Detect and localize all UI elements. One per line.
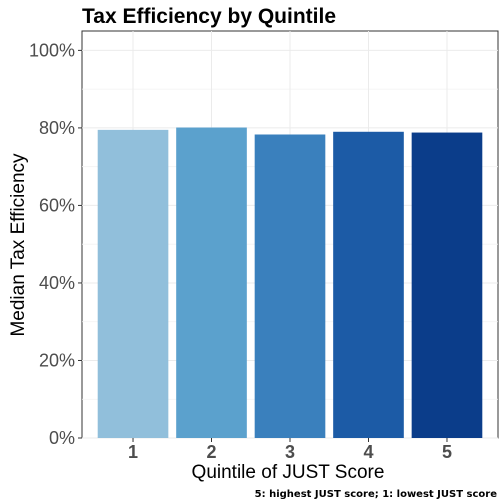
y-axis-title: Median Tax Efficiency — [8, 153, 29, 337]
x-axis: 1 2 3 4 5 — [128, 438, 452, 462]
y-tick-label: 40% — [39, 273, 75, 293]
x-axis-title: Quintile of JUST Score — [192, 462, 385, 483]
x-tick-label: 3 — [285, 442, 295, 462]
bar-quintile-5 — [411, 132, 483, 438]
y-tick-label: 80% — [39, 118, 75, 138]
chart-title: Tax Efficiency by Quintile — [82, 5, 336, 28]
bar-quintile-1 — [97, 129, 169, 439]
bars — [97, 127, 483, 439]
x-tick-label: 5 — [442, 442, 452, 462]
bar-quintile-3 — [254, 134, 326, 438]
y-axis: 0% 20% 40% 60% 80% 100% — [29, 40, 82, 448]
y-tick-label: 0% — [49, 428, 75, 448]
x-tick-label: 4 — [363, 442, 373, 462]
bar-quintile-4 — [333, 131, 404, 438]
x-tick-label: 2 — [207, 442, 217, 462]
y-tick-label: 60% — [39, 195, 75, 215]
y-tick-label: 100% — [29, 40, 75, 60]
bar-quintile-2 — [176, 127, 247, 438]
y-tick-label: 20% — [39, 350, 75, 370]
x-tick-label: 1 — [128, 442, 138, 462]
caption: 5: highest JUST score; 1: lowest JUST sc… — [255, 489, 498, 500]
